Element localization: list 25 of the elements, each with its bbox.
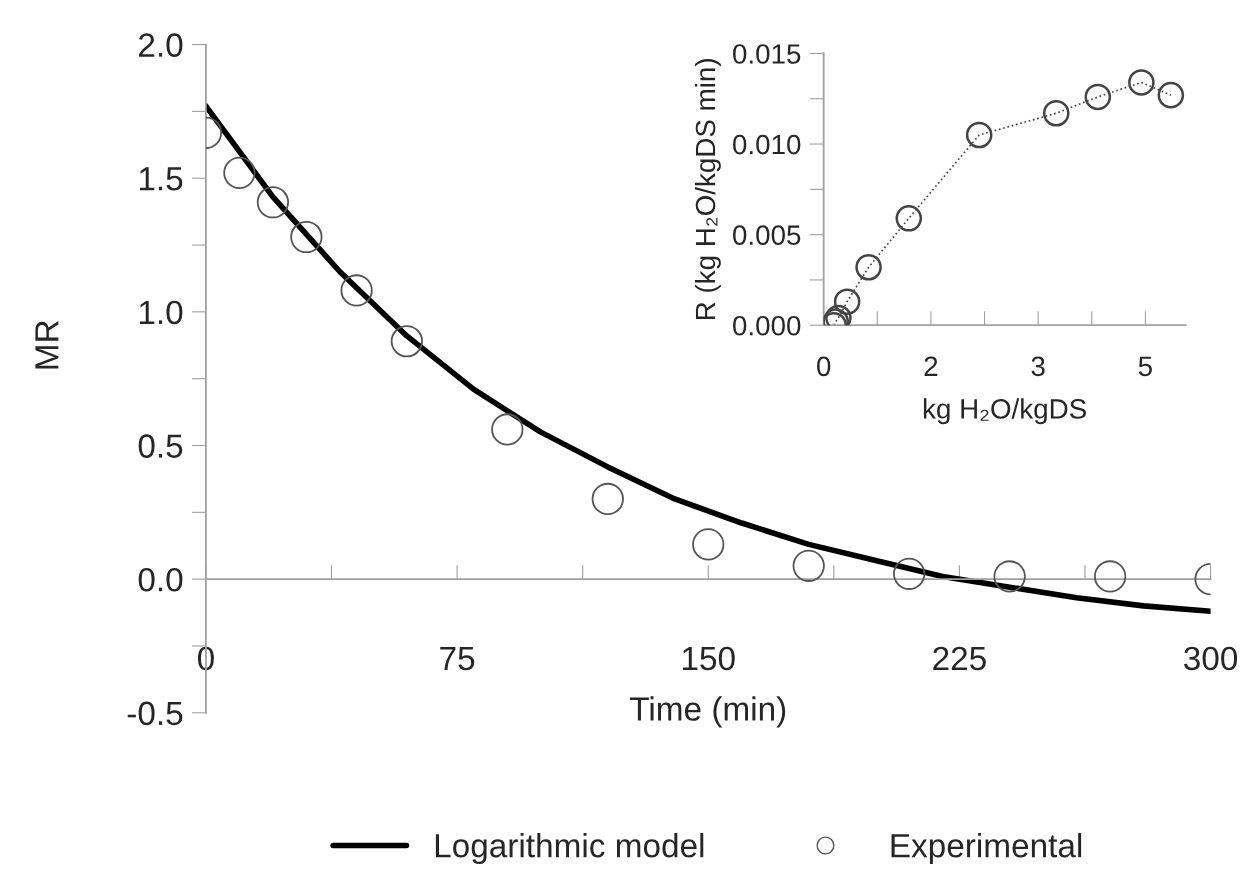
y-tick-label: 1.5: [139, 167, 183, 191]
x-tick-label: 300: [1184, 646, 1238, 671]
x-tick-label: 225: [933, 646, 986, 671]
y-tick-label: 0.015: [733, 44, 801, 64]
y-tick-label: 0.010: [733, 134, 801, 155]
y-tick-label: -0.5: [127, 701, 183, 726]
x-tick-label: 0: [817, 356, 831, 377]
legend-label: Logarithmic model: [435, 833, 704, 865]
legend-label: Experimental: [891, 833, 1082, 865]
x-axis-title: kg H₂O/kgDS: [923, 398, 1086, 425]
x-axis-title: Time (min): [630, 696, 786, 728]
y-axis-title: R (kg H₂O/kgDS min): [694, 59, 721, 320]
x-tick-label: 150: [682, 646, 735, 671]
y-tick-label: 0.000: [733, 315, 801, 336]
y-axis-title: MR: [35, 320, 59, 369]
x-tick-label: 2: [924, 356, 938, 376]
x-tick-label: 5: [1138, 356, 1152, 377]
y-tick-label: 1.0: [139, 300, 183, 325]
y-tick-label: 0.0: [138, 567, 183, 592]
x-tick-label: 75: [440, 647, 475, 671]
y-tick-label: 0.5: [138, 434, 183, 458]
y-tick-label: 2.0: [139, 33, 183, 57]
y-tick-label: 0.005: [733, 225, 801, 245]
x-tick-label: 3: [1031, 356, 1045, 377]
x-tick-label: 0: [197, 646, 214, 671]
